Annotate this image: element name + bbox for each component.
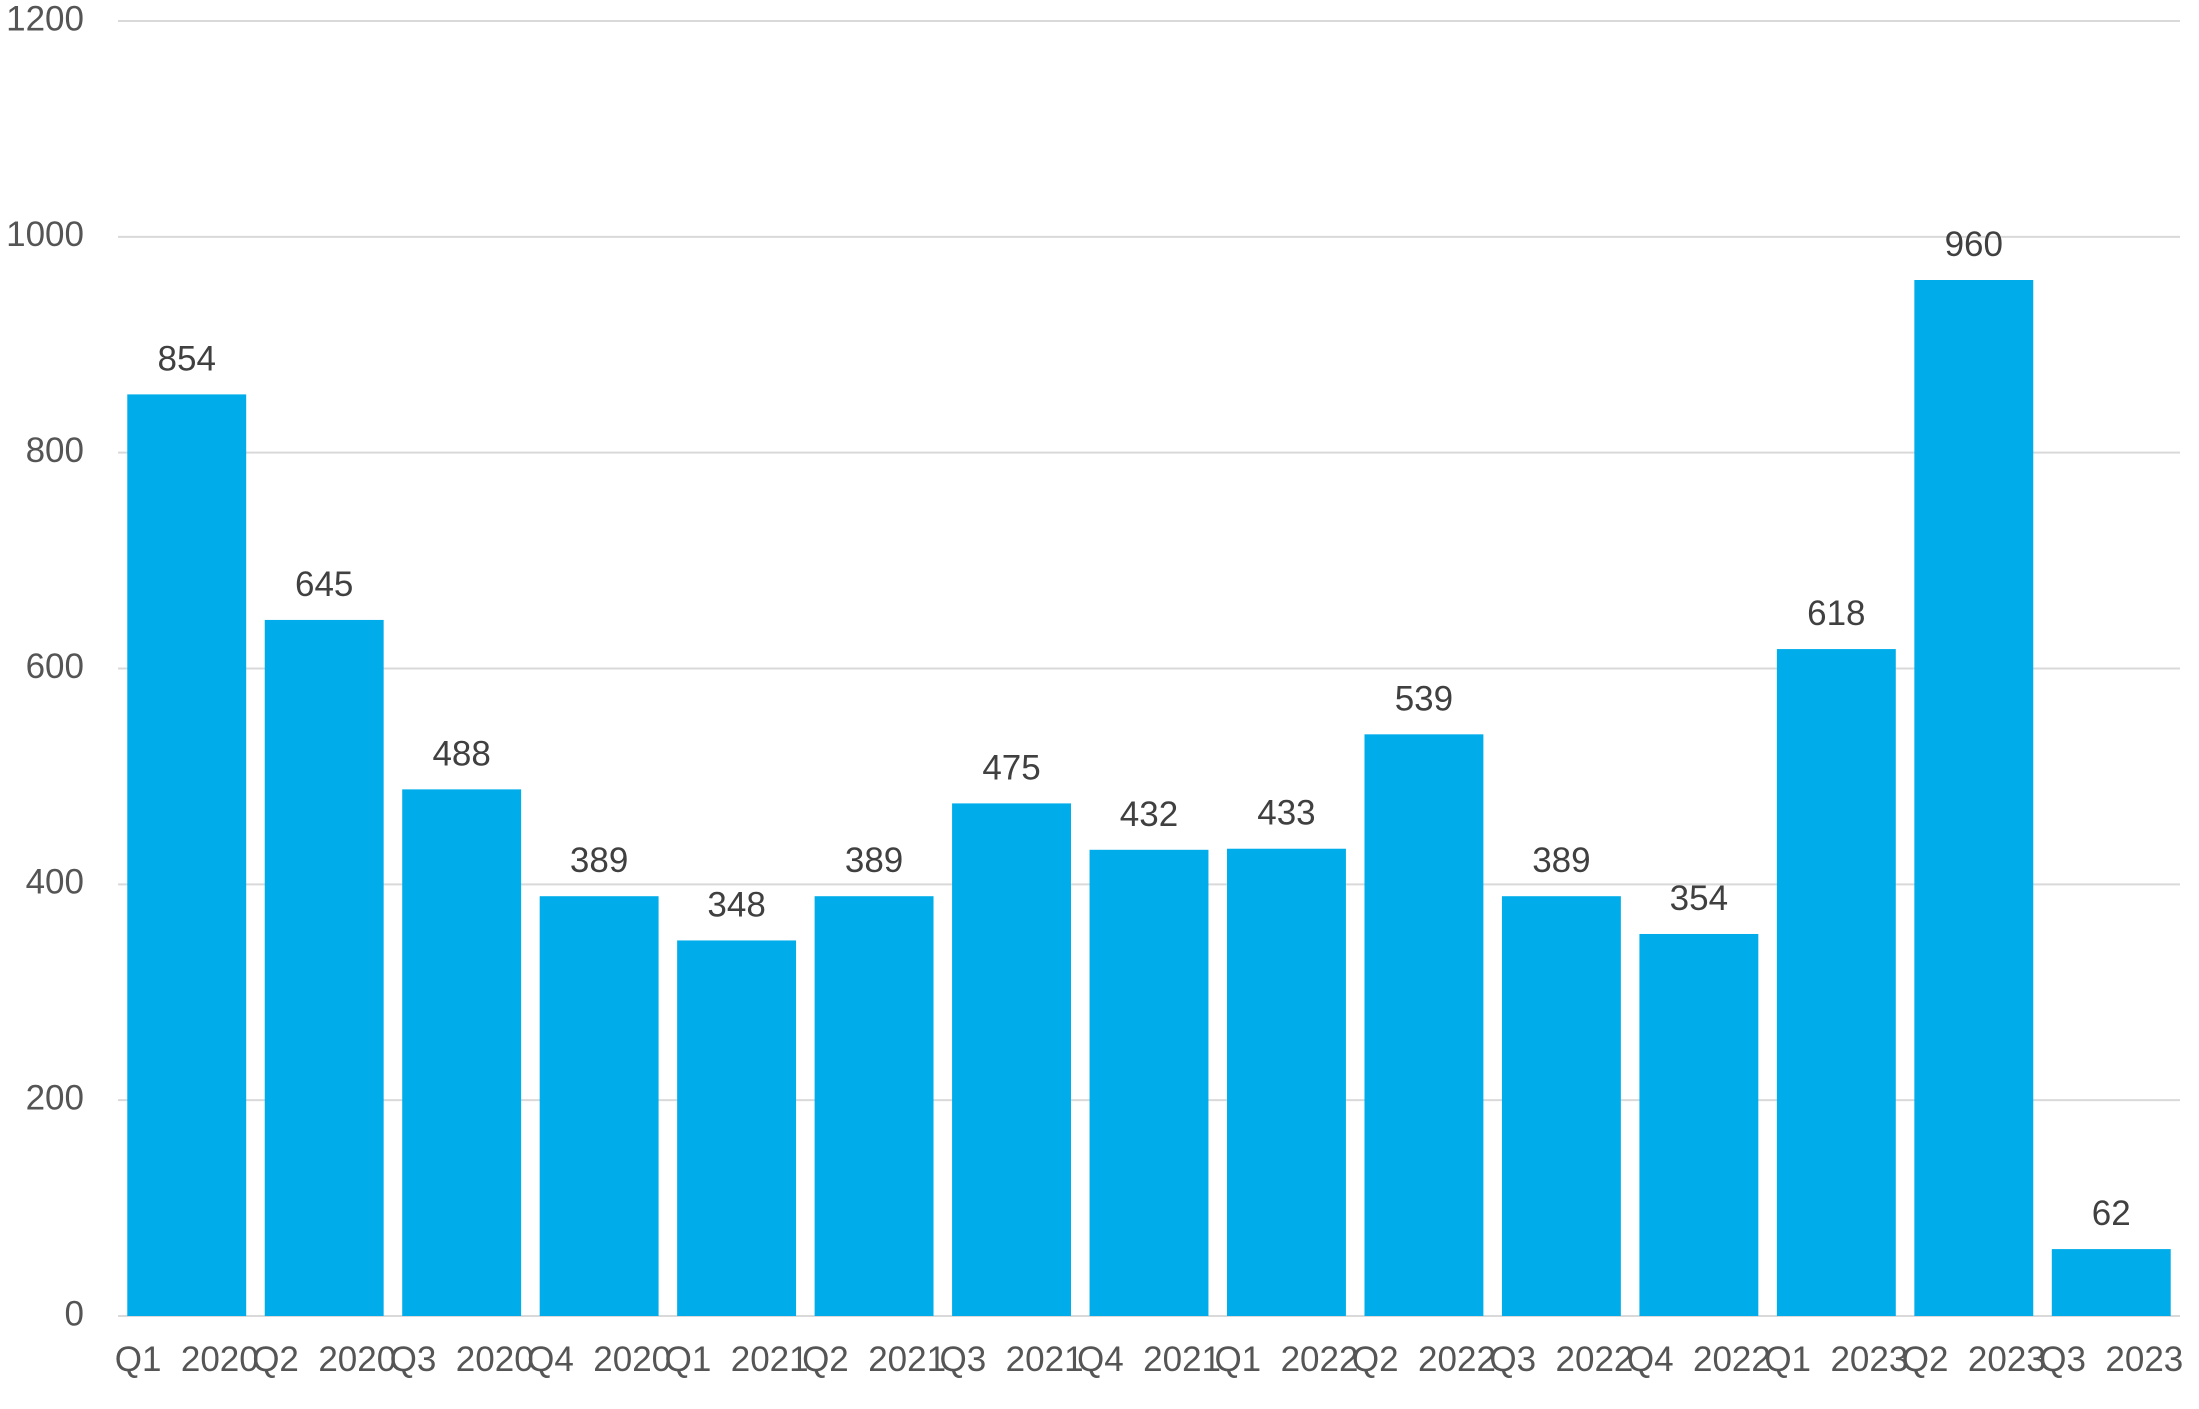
y-tick-label: 1000 bbox=[6, 215, 84, 254]
bar bbox=[1776, 649, 1896, 1316]
y-axis-ticks: 0 200 400 600 800 1000 1200 bbox=[6, 0, 84, 1333]
bar bbox=[1227, 848, 1346, 1316]
data-label: 354 bbox=[1670, 879, 1728, 918]
data-label: 539 bbox=[1395, 679, 1453, 718]
data-label: 488 bbox=[432, 734, 490, 773]
y-tick-label: 600 bbox=[26, 647, 84, 686]
data-label: 960 bbox=[1945, 225, 2003, 264]
bar bbox=[1501, 896, 1621, 1316]
x-tick-label: Q2 2020 bbox=[252, 1340, 396, 1379]
bar bbox=[1639, 933, 1759, 1316]
data-label: 854 bbox=[158, 339, 216, 378]
data-label: 618 bbox=[1807, 594, 1865, 633]
bar bbox=[1089, 849, 1209, 1316]
data-label: 389 bbox=[570, 841, 628, 880]
x-tick-label: Q3 2020 bbox=[390, 1340, 534, 1379]
x-tick-label: Q1 2023 bbox=[1764, 1340, 1908, 1379]
data-label: 389 bbox=[1532, 841, 1590, 880]
data-label: 432 bbox=[1120, 795, 1178, 834]
bar bbox=[814, 896, 934, 1316]
x-tick-label: Q3 2023 bbox=[2039, 1340, 2183, 1379]
x-tick-label: Q2 2023 bbox=[1902, 1340, 2046, 1379]
x-tick-label: Q4 2021 bbox=[1077, 1340, 1221, 1379]
bar bbox=[539, 896, 659, 1316]
data-label: 433 bbox=[1257, 794, 1315, 833]
x-tick-label: Q1 2022 bbox=[1214, 1340, 1358, 1379]
data-labels: 854 645 488 389 348 389 475 432 433 539 389 354 618 9… bbox=[158, 225, 2131, 1233]
x-tick-label: Q1 2020 bbox=[115, 1340, 259, 1379]
data-label: 348 bbox=[707, 885, 765, 924]
bar bbox=[402, 789, 522, 1316]
y-tick-label: 0 bbox=[65, 1294, 84, 1333]
data-label: 62 bbox=[2092, 1194, 2131, 1233]
bar bbox=[952, 803, 1071, 1316]
x-tick-label: Q4 2022 bbox=[1627, 1340, 1771, 1379]
y-tick-label: 800 bbox=[26, 431, 84, 470]
x-tick-label: Q4 2020 bbox=[527, 1340, 671, 1379]
bar bbox=[264, 619, 384, 1316]
data-label: 475 bbox=[982, 748, 1040, 787]
data-label: 389 bbox=[845, 841, 903, 880]
data-label: 645 bbox=[295, 565, 353, 604]
y-tick-label: 1200 bbox=[6, 0, 84, 38]
bar bbox=[1364, 734, 1484, 1316]
bars bbox=[127, 280, 2171, 1316]
x-tick-label: Q1 2021 bbox=[665, 1340, 809, 1379]
x-tick-label: Q2 2022 bbox=[1352, 1340, 1496, 1379]
y-tick-label: 200 bbox=[26, 1078, 84, 1117]
bar bbox=[1914, 280, 2034, 1316]
x-tick-label: Q3 2022 bbox=[1489, 1340, 1633, 1379]
bar bbox=[677, 940, 797, 1316]
y-tick-label: 400 bbox=[26, 863, 84, 902]
bar bbox=[127, 394, 247, 1316]
x-tick-label: Q2 2021 bbox=[802, 1340, 946, 1379]
bar bbox=[2051, 1249, 2171, 1316]
x-tick-label: Q3 2021 bbox=[940, 1340, 1084, 1379]
